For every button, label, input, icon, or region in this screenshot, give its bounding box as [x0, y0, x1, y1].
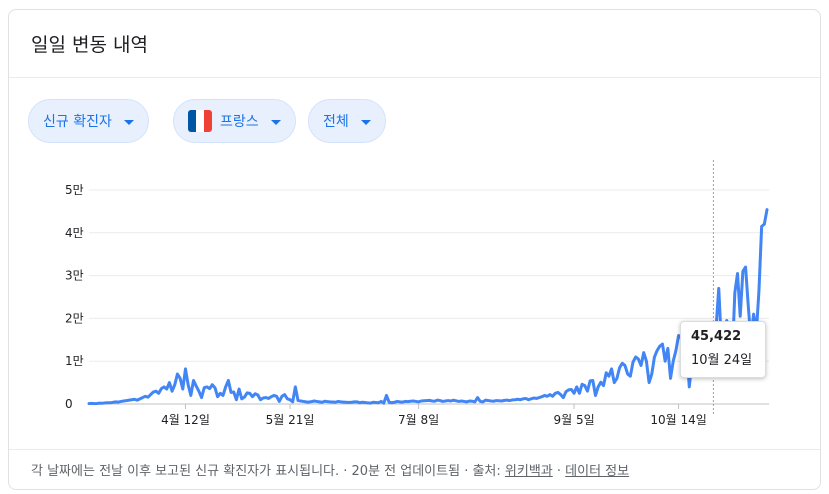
- country-filter-label: 프랑스: [220, 114, 259, 130]
- y-tick-label: 4만: [65, 226, 84, 240]
- x-tick-label: 9월 5일: [553, 413, 594, 427]
- x-tick-label: 10월 14일: [650, 413, 706, 427]
- y-tick-label: 1만: [65, 354, 84, 368]
- data-info-link[interactable]: 데이터 정보: [565, 464, 630, 479]
- y-tick-label: 3만: [65, 269, 84, 283]
- card-title: 일일 변동 내역: [31, 34, 148, 56]
- daily-cases-chart[interactable]: 0 1만 2만 3만 4만 5만 4월 12일 5월 21일 7월 8일 9월 5일 10월 14…: [9, 10, 822, 450]
- x-tick-label: 7월 8일: [398, 413, 439, 427]
- tooltip-date: 10월 24일: [691, 353, 753, 368]
- source-link[interactable]: 위키백과: [504, 464, 553, 479]
- footer-note: 각 날짜에는 전날 이후 보고된 신규 확진자가 표시됩니다. · 20분 전 …: [31, 464, 473, 479]
- y-axis-ticks: 0 1만 2만 3만 4만 5만: [65, 183, 84, 411]
- footer-divider: [9, 449, 820, 450]
- header-divider: [9, 77, 820, 78]
- chevron-down-icon: [123, 119, 134, 125]
- region-filter-label: 전체: [323, 114, 349, 130]
- flag-france-icon: [188, 110, 212, 132]
- x-tick-label: 5월 21일: [266, 413, 315, 427]
- metric-filter-label: 신규 확진자: [43, 114, 112, 130]
- daily-changes-card: 일일 변동 내역 신규 확진자 프랑스 전체 0 1만 2만 3만 4만 5만 4월 12…: [8, 9, 821, 490]
- chart-tooltip: 45,422 10월 24일: [680, 321, 766, 378]
- source-label: 출처:: [472, 464, 505, 479]
- y-tick-label: 0: [65, 397, 73, 411]
- y-tick-label: 2만: [65, 311, 84, 325]
- footer-separator: ·: [552, 464, 566, 479]
- y-tick-label: 5만: [65, 183, 84, 197]
- chevron-down-icon: [360, 119, 371, 125]
- chart-gridlines: [89, 189, 769, 405]
- footer: 각 날짜에는 전날 이후 보고된 신규 확진자가 표시됩니다. · 20분 전 …: [31, 460, 629, 479]
- series-line: [87, 208, 769, 406]
- chevron-down-icon: [270, 119, 281, 125]
- tooltip-value: 45,422: [691, 329, 742, 344]
- region-filter-chip[interactable]: 전체: [308, 99, 386, 143]
- metric-filter-chip[interactable]: 신규 확진자: [28, 99, 149, 143]
- x-axis-ticks: 4월 12일 5월 21일 7월 8일 9월 5일 10월 14일: [161, 404, 707, 427]
- country-filter-chip[interactable]: 프랑스: [173, 99, 296, 143]
- x-tick-label: 4월 12일: [161, 413, 210, 427]
